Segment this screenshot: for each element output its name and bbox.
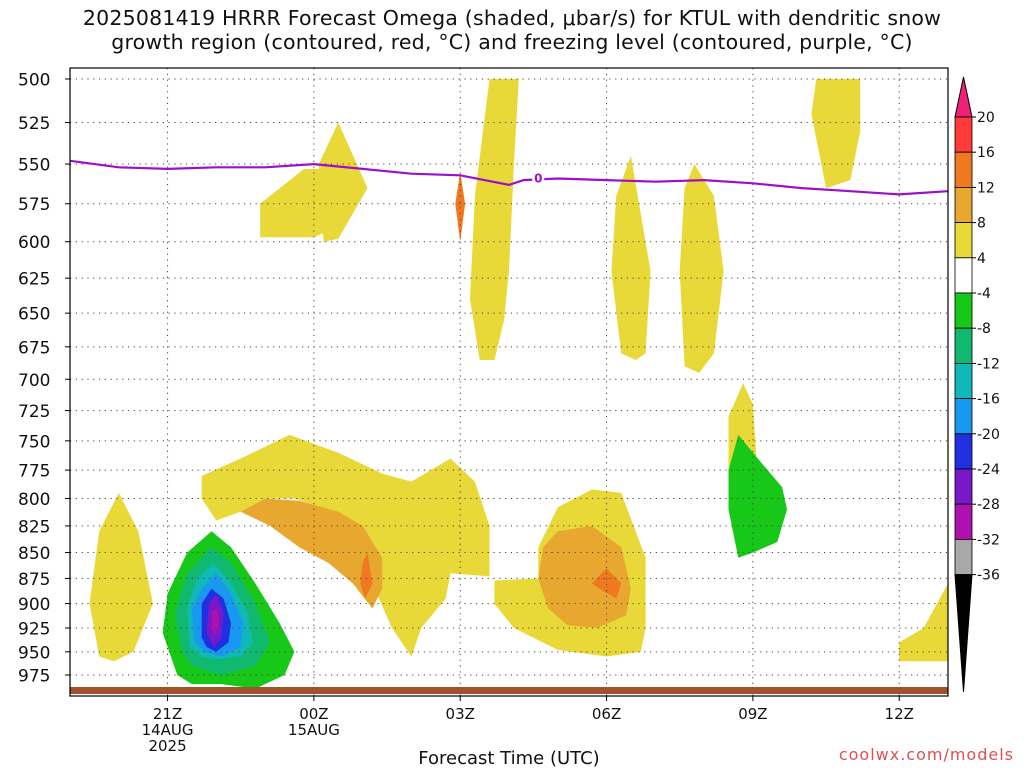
chart-grid bbox=[70, 68, 948, 696]
colorbar-segment-5 bbox=[954, 292, 973, 329]
colorbar-label-8: -16 bbox=[977, 392, 1000, 408]
omega-region-1 bbox=[201, 434, 490, 657]
x-tick-label-1-0: 00Z bbox=[299, 705, 328, 723]
y-tick-label-1: 525 bbox=[18, 114, 50, 134]
y-tick-label-15: 875 bbox=[18, 570, 50, 590]
colorbar-label-3: 8 bbox=[977, 216, 986, 232]
y-tick-label-16: 900 bbox=[18, 595, 50, 615]
y-tick-label-8: 700 bbox=[18, 371, 50, 391]
colorbar-label-0: 20 bbox=[977, 110, 995, 126]
plot-frame bbox=[69, 67, 949, 697]
colorbar-segment-3 bbox=[954, 222, 973, 259]
colorbar-label-4: 4 bbox=[977, 251, 986, 267]
colorbar-segment-10 bbox=[954, 468, 973, 505]
omega-region-14 bbox=[728, 434, 787, 558]
colorbar-segment-6 bbox=[954, 327, 973, 364]
freezing-level-label: 0 bbox=[534, 172, 542, 186]
credit-text: coolwx.com/models bbox=[838, 745, 1014, 764]
omega-region-15 bbox=[360, 552, 373, 599]
omega-region-3 bbox=[318, 122, 368, 242]
y-tick-label-11: 775 bbox=[18, 462, 50, 482]
omega-shaded-regions bbox=[89, 79, 948, 689]
y-tick-label-18: 950 bbox=[18, 643, 50, 663]
x-axis-label: Forecast Time (UTC) bbox=[418, 748, 599, 768]
colorbar-label-13: -36 bbox=[977, 568, 1000, 584]
y-tick-label-6: 650 bbox=[18, 305, 50, 325]
colorbar-segment-11 bbox=[954, 503, 973, 540]
omega-region-9 bbox=[811, 79, 861, 189]
colorbar: 20 16 12 8 4 -4 -8 -12 -16 -20 -24 -28 -32 -36 bbox=[954, 76, 1000, 693]
colorbar-label-7: -12 bbox=[977, 356, 1000, 372]
x-tick-label-5-0: 12Z bbox=[885, 705, 914, 723]
x-tick-label-3-0: 06Z bbox=[592, 705, 621, 723]
omega-region-10 bbox=[899, 583, 948, 662]
y-tick-label-4: 600 bbox=[18, 233, 50, 253]
omega-region-6 bbox=[679, 164, 724, 373]
ground-surface bbox=[70, 687, 948, 694]
plot-border bbox=[69, 67, 949, 697]
y-tick-label-0: 500 bbox=[18, 71, 50, 91]
colorbar-label-6: -8 bbox=[977, 321, 991, 337]
y-tick-label-12: 800 bbox=[18, 490, 50, 510]
x-tick-label-1-1: 15AUG bbox=[288, 721, 340, 739]
x-tick-label-2-0: 03Z bbox=[446, 705, 475, 723]
x-tick-label-0-1: 14AUG bbox=[142, 721, 194, 739]
omega-region-17 bbox=[455, 172, 466, 242]
y-tick-label-9: 725 bbox=[18, 402, 50, 422]
omega-region-5 bbox=[611, 155, 651, 360]
y-tick-label-19: 975 bbox=[18, 667, 50, 687]
colorbar-label-10: -24 bbox=[977, 462, 1000, 478]
colorbar-segment-0 bbox=[954, 116, 973, 153]
y-tick-label-5: 625 bbox=[18, 270, 50, 290]
x-tick-label-0-0: 21Z bbox=[153, 705, 182, 723]
omega-region-12 bbox=[538, 525, 631, 628]
x-tick-label-0-2: 2025 bbox=[148, 737, 186, 755]
colorbar-segment-7 bbox=[954, 362, 973, 399]
omega-region-16 bbox=[591, 568, 622, 599]
colorbar-label-12: -32 bbox=[977, 532, 1000, 548]
colorbar-segment-1 bbox=[954, 151, 973, 188]
y-axis: 500 525 550 575 600 625 650 675 700 725 750 775 800 8… bbox=[18, 71, 70, 687]
colorbar-segment-12 bbox=[954, 539, 973, 576]
colorbar-segment-8 bbox=[954, 398, 973, 435]
y-tick-label-14: 850 bbox=[18, 544, 50, 564]
y-tick-label-2: 550 bbox=[18, 156, 50, 176]
y-tick-label-3: 575 bbox=[18, 195, 50, 215]
omega-region-11 bbox=[240, 498, 383, 609]
colorbar-segment-4 bbox=[954, 257, 973, 294]
omega-region-4 bbox=[470, 79, 519, 360]
chart-title-line-1: 2025081419 HRRR Forecast Omega (shaded, … bbox=[82, 6, 942, 30]
chart-title-line-2: growth region (contoured, red, °C) and f… bbox=[111, 30, 913, 54]
y-tick-label-17: 925 bbox=[18, 620, 50, 640]
y-tick-label-10: 750 bbox=[18, 432, 50, 452]
y-tick-label-7: 675 bbox=[18, 338, 50, 358]
colorbar-segment-2 bbox=[954, 186, 973, 223]
colorbar-top-arrow bbox=[954, 76, 973, 118]
freezing-level-label-bg bbox=[532, 170, 545, 185]
colorbar-label-5: -4 bbox=[977, 286, 991, 302]
freezing-level-contour: 0 bbox=[70, 159, 948, 196]
colorbar-bottom-arrow bbox=[954, 574, 973, 693]
colorbar-segment-9 bbox=[954, 433, 973, 470]
colorbar-label-9: -20 bbox=[977, 427, 1000, 443]
x-tick-label-4-0: 09Z bbox=[738, 705, 767, 723]
colorbar-label-1: 16 bbox=[977, 145, 995, 161]
y-tick-label-13: 825 bbox=[18, 517, 50, 537]
colorbar-label-11: -28 bbox=[977, 497, 1000, 513]
omega-region-23 bbox=[211, 608, 219, 635]
chart-title: 2025081419 HRRR Forecast Omega (shaded, … bbox=[0, 6, 1024, 54]
omega-region-0 bbox=[89, 492, 153, 662]
freezing-level-line bbox=[70, 159, 948, 196]
colorbar-label-2: 12 bbox=[977, 180, 995, 196]
